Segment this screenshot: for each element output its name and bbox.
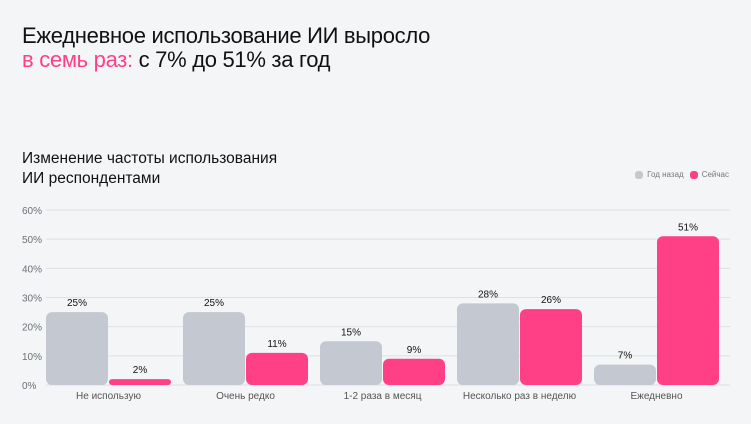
title-accent: в семь раз: [22,47,133,72]
y-tick-label: 0% [22,381,37,392]
bar [183,312,245,385]
x-tick-label: 1-2 раза в месяц [344,391,422,402]
title-line-2: в семь раз: с 7% до 51% за год [22,48,430,72]
legend-item-last-year: Год назад [635,170,684,179]
data-label: 25% [204,298,224,309]
chart-title: Изменение частоты использования ИИ респо… [22,149,277,189]
data-label: 2% [133,365,148,376]
legend-label: Сейчас [701,170,729,179]
data-label: 51% [678,222,698,233]
y-tick-label: 10% [22,352,42,363]
legend: Год назад Сейчас [635,170,729,179]
data-label: 26% [541,295,561,306]
y-tick-label: 50% [22,235,42,246]
data-label: 15% [341,327,361,338]
y-tick-label: 60% [22,206,42,217]
data-label: 7% [618,351,633,362]
legend-swatch [689,170,698,179]
y-tick-label: 30% [22,294,42,305]
bar [594,364,656,385]
x-tick-label: Несколько раз в неделю [463,391,577,402]
bar [320,341,382,385]
data-label: 11% [267,339,286,350]
title-line-1: Ежедневное использование ИИ выросло [22,23,431,48]
legend-swatch [635,170,644,179]
legend-label: Год назад [647,170,684,179]
data-label: 25% [67,298,87,309]
x-tick-label: Не использую [76,391,141,402]
bar [46,312,108,385]
page-title: Ежедневное использование ИИ выросло в се… [22,24,430,72]
bar [246,352,308,385]
data-label: 28% [478,289,498,300]
chart-title-line-2: ИИ респондентами [22,170,161,187]
legend-item-now: Сейчас [689,170,729,179]
y-tick-label: 20% [22,323,42,334]
bar [457,303,519,385]
bar [383,358,445,385]
bar [109,379,171,385]
title-rest: с 7% до 51% за год [132,47,331,72]
x-tick-label: Очень редко [216,391,275,402]
data-label: 9% [407,345,422,356]
y-tick-label: 40% [22,264,42,275]
x-tick-label: Ежедневно [630,391,682,402]
chart-title-line-1: Изменение частоты использования [22,150,278,167]
bar [520,309,582,385]
bar [657,236,719,385]
